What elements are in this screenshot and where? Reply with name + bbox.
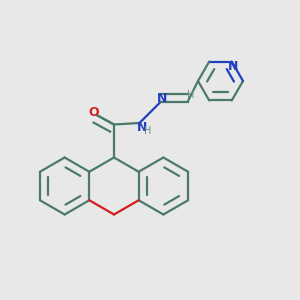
Text: N: N (227, 60, 238, 74)
Text: H: H (144, 125, 152, 136)
Text: H: H (187, 90, 194, 100)
Text: O: O (88, 106, 99, 119)
Text: N: N (157, 92, 167, 105)
Text: N: N (137, 121, 148, 134)
